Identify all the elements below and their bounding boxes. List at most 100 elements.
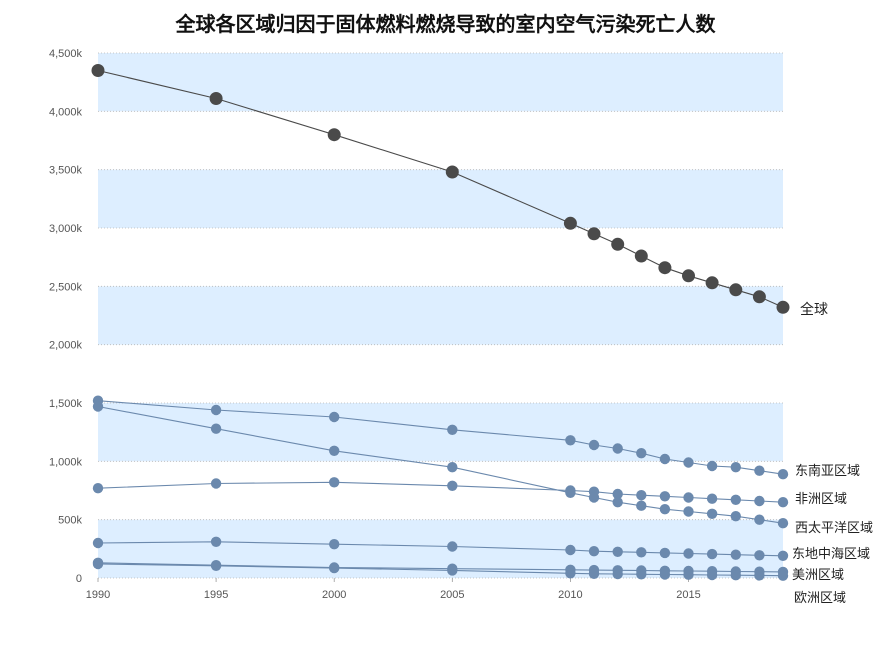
y-tick-label: 4,500k xyxy=(49,48,83,60)
data-point xyxy=(706,508,718,519)
data-point xyxy=(612,546,623,557)
data-point xyxy=(329,562,340,574)
series-label: 非洲区域 xyxy=(795,492,847,507)
data-point xyxy=(658,261,672,275)
data-point xyxy=(777,518,789,529)
data-point xyxy=(612,497,623,508)
chart-title: 全球各区域归因于固体燃料燃烧导致的室内空气污染死亡人数 xyxy=(175,12,716,36)
data-point xyxy=(329,445,340,456)
y-tick-label: 0 xyxy=(76,573,82,585)
series-label: 全球 xyxy=(800,301,828,318)
data-point xyxy=(588,568,600,579)
x-tick-label: 2010 xyxy=(558,589,582,601)
data-point xyxy=(447,424,458,435)
data-point xyxy=(447,565,458,576)
data-point xyxy=(588,492,600,503)
series-label: 欧洲区域 xyxy=(794,591,846,606)
data-point xyxy=(777,469,789,480)
data-point xyxy=(327,128,341,142)
y-tick-label: 1,500k xyxy=(49,398,83,410)
data-point xyxy=(329,477,340,488)
data-point xyxy=(683,569,694,580)
data-point xyxy=(683,457,694,468)
data-point xyxy=(209,92,223,105)
data-point xyxy=(683,492,694,503)
y-tick-label: 2,000k xyxy=(49,340,83,352)
data-point xyxy=(565,568,576,579)
x-tick-label: 1995 xyxy=(204,589,228,601)
data-point xyxy=(706,548,718,560)
series-label: 东南亚区域 xyxy=(795,463,860,479)
data-point xyxy=(636,569,647,580)
data-point xyxy=(730,549,741,560)
data-point xyxy=(611,237,625,251)
data-point xyxy=(754,465,765,476)
data-point xyxy=(447,541,458,552)
background-band xyxy=(98,53,783,112)
data-point xyxy=(634,249,648,263)
y-tick-label: 4,000k xyxy=(49,106,83,118)
data-point xyxy=(588,439,600,451)
data-point xyxy=(659,491,671,502)
data-point xyxy=(705,276,719,290)
background-band xyxy=(98,519,783,578)
series-line xyxy=(97,481,784,503)
data-point xyxy=(210,536,222,547)
data-point xyxy=(210,560,222,571)
data-point xyxy=(588,546,600,557)
series-points xyxy=(91,64,790,581)
data-point xyxy=(777,570,789,581)
gridlines xyxy=(98,52,783,579)
x-tick-label: 2005 xyxy=(440,589,464,601)
series-label: 西太平洋区域 xyxy=(795,521,873,536)
data-point xyxy=(92,537,104,549)
data-point xyxy=(659,547,671,559)
data-point xyxy=(210,404,222,416)
data-point xyxy=(706,460,718,472)
data-point xyxy=(730,511,741,522)
x-tick-label: 1990 xyxy=(86,589,110,601)
data-point xyxy=(754,570,765,581)
data-point xyxy=(587,227,601,241)
data-point xyxy=(754,550,765,561)
data-point xyxy=(682,269,695,283)
background-band xyxy=(98,286,783,345)
data-point xyxy=(563,216,577,230)
y-tick-label: 500k xyxy=(58,515,82,527)
data-point xyxy=(777,497,789,508)
x-axis: 1990 1995 2000 2005 2010 2015 xyxy=(86,578,701,601)
data-point xyxy=(636,490,647,501)
data-point xyxy=(612,443,623,454)
data-point xyxy=(447,480,458,491)
data-point xyxy=(636,547,647,558)
background-bands xyxy=(98,53,783,578)
data-point xyxy=(565,544,576,556)
y-tick-label: 3,500k xyxy=(49,165,83,177)
background-band xyxy=(98,169,783,228)
data-point xyxy=(210,478,222,489)
data-point xyxy=(754,495,765,507)
data-point xyxy=(754,514,765,525)
data-point xyxy=(659,453,671,465)
data-point xyxy=(447,462,458,473)
data-point xyxy=(777,550,789,561)
data-point xyxy=(612,568,623,580)
data-point xyxy=(706,493,718,504)
data-point xyxy=(636,448,647,459)
x-tick-label: 2015 xyxy=(676,589,700,601)
data-point xyxy=(92,401,104,412)
data-point xyxy=(730,570,741,581)
data-point xyxy=(612,488,623,500)
data-point xyxy=(730,462,741,473)
y-tick-label: 2,500k xyxy=(49,281,83,293)
data-point xyxy=(565,487,576,498)
data-point xyxy=(729,283,743,297)
data-point xyxy=(683,548,694,559)
data-point xyxy=(776,300,790,314)
data-point xyxy=(730,494,741,505)
y-tick-label: 3,000k xyxy=(49,223,83,235)
data-point xyxy=(683,506,694,517)
data-point xyxy=(636,500,647,511)
